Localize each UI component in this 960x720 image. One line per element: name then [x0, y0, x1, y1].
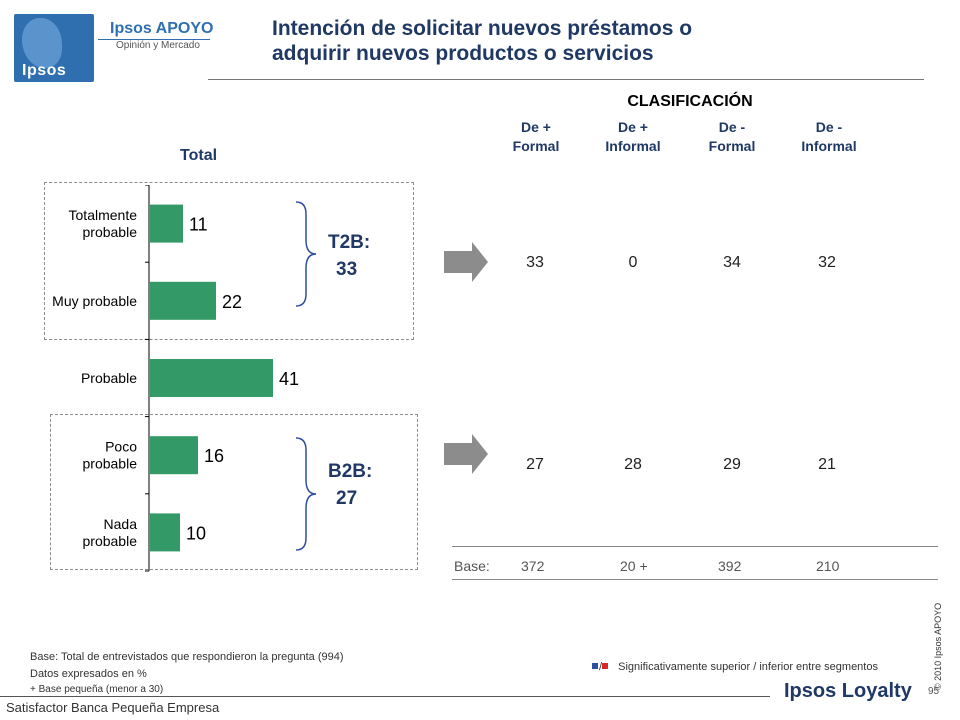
bar-data-label: 11: [189, 215, 208, 235]
footer-text: Satisfactor Banca Pequeña Empresa: [6, 700, 220, 715]
clasificacion-header: CLASIFICACIÓN: [627, 93, 753, 110]
logo-brand: Ipsos: [22, 62, 67, 79]
b2b-value: 27: [336, 488, 358, 509]
significance-separator: /: [599, 661, 603, 673]
slide-title-line1: Intención de solicitar nuevos préstamos …: [272, 17, 693, 40]
bar-data-label: 10: [186, 523, 206, 543]
bar: [150, 436, 198, 475]
column-header-de-mas-formal: De + Formal: [486, 118, 586, 156]
b2b-value-de-mas-formal: 27: [526, 456, 544, 473]
b2b-label: B2B: 27: [328, 458, 372, 512]
b2b-label-text: B2B:: [328, 461, 373, 482]
t2b-brace-icon: [295, 201, 317, 307]
apoyo-logo-text: Ipsos APOYO: [110, 20, 214, 37]
ipsos-logo: Ipsos: [14, 14, 94, 82]
column-header-line2: Informal: [801, 138, 857, 154]
b2b-value-de-menos-informal: 21: [818, 456, 836, 473]
significance-text: Significativamente superior / inferior e…: [618, 661, 878, 673]
bar-data-label: 16: [204, 446, 224, 466]
superior-square-icon: [592, 663, 598, 669]
apoyo-divider: [98, 39, 210, 40]
base-value-de-menos-informal: 210: [816, 558, 840, 574]
footer-rule: [0, 696, 770, 697]
bar: [150, 204, 183, 243]
t2b-value-de-menos-formal: 34: [723, 254, 741, 271]
column-header-de-menos-formal: De - Formal: [682, 118, 782, 156]
base-value-de-mas-informal: 20 +: [620, 558, 648, 574]
copyright-text: © 2010 Ipsos APOYO: [933, 602, 943, 690]
t2b-label-text: T2B:: [328, 232, 371, 253]
column-header-line2: Formal: [512, 138, 560, 154]
t2b-label: T2B: 33: [328, 229, 370, 283]
slide-title-line2: adquirir nuevos productos o servicios: [272, 42, 654, 65]
base-value-de-mas-formal: 372: [521, 558, 545, 574]
column-header-line1: De +: [618, 119, 648, 135]
apoyo-subtitle: Opinión y Mercado: [116, 40, 200, 51]
base-value-de-menos-formal: 392: [718, 558, 742, 574]
b2b-dashed-box: [50, 414, 418, 570]
bar-data-label: 22: [222, 292, 242, 312]
data-note: Datos expresados en %: [30, 668, 147, 680]
column-header-line1: De +: [521, 119, 551, 135]
slide-title: Intención de solicitar nuevos préstamos …: [272, 16, 912, 66]
category-label-line: Totalmente: [69, 207, 138, 223]
base-rule-bottom: [452, 579, 938, 580]
column-header-line1: De -: [815, 119, 843, 135]
b2b-arrow-icon: [444, 434, 488, 474]
title-rule: [208, 79, 924, 80]
category-label: Muy probable: [52, 293, 137, 309]
category-label: Probable: [81, 370, 137, 386]
t2b-dashed-box: [44, 182, 414, 340]
base-rule-top: [452, 546, 938, 547]
bar-data-label: 41: [279, 369, 299, 389]
category-label: Poco probable: [83, 439, 138, 472]
category-label: Totalmente probable: [69, 207, 138, 240]
significance-legend: / Significativamente superior / inferior…: [592, 661, 878, 673]
column-header-line1: De -: [718, 119, 746, 135]
inferior-square-icon: [602, 663, 609, 669]
base-note: Base: Total de entrevistados que respond…: [30, 651, 344, 663]
category-label-line: probable: [83, 224, 138, 240]
column-header-line2: Formal: [708, 138, 756, 154]
category-label-line: Nada: [104, 516, 138, 532]
bar: [150, 281, 216, 320]
category-label: Nada probable: [83, 516, 138, 549]
b2b-value-de-menos-formal: 29: [723, 456, 741, 473]
small-base-note: + Base pequeña (menor a 30): [30, 684, 164, 695]
logo-face-icon: [22, 18, 62, 68]
b2b-value-de-mas-informal: 28: [624, 456, 642, 473]
category-label-line: Probable: [81, 370, 137, 386]
t2b-value: 33: [336, 259, 358, 280]
bar: [150, 359, 273, 397]
t2b-value-de-menos-informal: 32: [818, 254, 836, 271]
category-label-line: Poco: [105, 439, 137, 455]
page-number: 95: [928, 686, 940, 697]
t2b-value-de-mas-formal: 33: [526, 254, 544, 271]
column-header-de-mas-informal: De + Informal: [583, 118, 683, 156]
bar: [150, 513, 180, 552]
category-label-line: probable: [83, 456, 138, 472]
column-header-line2: Informal: [605, 138, 661, 154]
b2b-brace-icon: [295, 437, 317, 551]
t2b-arrow-icon: [444, 242, 488, 282]
t2b-value-de-mas-informal: 0: [628, 254, 638, 271]
column-header-de-menos-informal: De - Informal: [779, 118, 879, 156]
total-label: Total: [180, 147, 218, 164]
category-label-line: Muy probable: [52, 293, 137, 309]
category-label-line: probable: [83, 533, 138, 549]
ipsos-loyalty-logo: Ipsos Loyalty: [784, 680, 912, 702]
base-label: Base:: [454, 558, 490, 574]
